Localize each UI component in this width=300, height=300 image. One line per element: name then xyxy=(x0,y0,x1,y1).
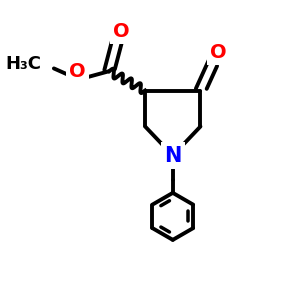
Text: O: O xyxy=(113,22,130,41)
Text: H₃C: H₃C xyxy=(5,55,41,73)
Text: O: O xyxy=(210,43,227,62)
Text: O: O xyxy=(69,62,86,81)
Text: N: N xyxy=(164,146,182,166)
